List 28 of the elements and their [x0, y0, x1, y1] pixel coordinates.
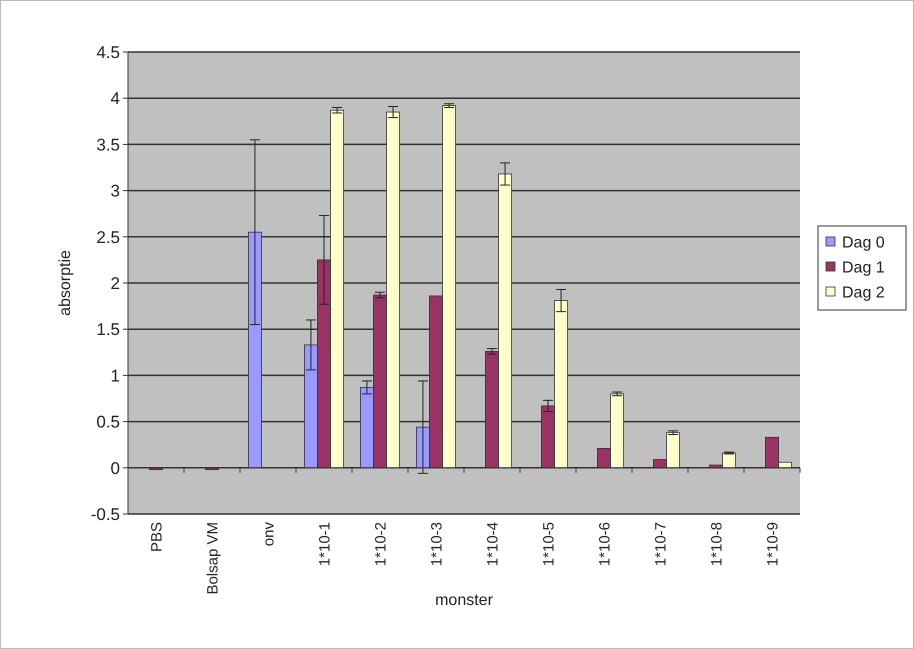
- y-tick-label: 1: [110, 366, 120, 386]
- y-tick-label: 2: [110, 274, 120, 293]
- y-tick-label: -0.5: [90, 504, 120, 524]
- y-tick-label: 2.5: [96, 228, 120, 247]
- x-tick-label: 1*10-8: [708, 522, 726, 566]
- y-tick-label: 3: [110, 182, 120, 201]
- x-tick-label: 1*10-5: [540, 522, 558, 566]
- y-tick-label: 4: [110, 89, 120, 108]
- y-axis-title: absorptie: [57, 250, 74, 316]
- y-tick-label: 0: [110, 458, 120, 478]
- x-tick-label: 1*10-6: [596, 522, 614, 566]
- y-tick-label: 0.5: [96, 412, 120, 432]
- x-tick-label: PBS: [148, 522, 166, 552]
- y-tick-label: 3.5: [96, 135, 120, 154]
- y-tick-label: 4.5: [96, 42, 120, 62]
- x-tick-label: Bolsap VM: [204, 522, 222, 595]
- x-tick-label: 1*10-7: [652, 522, 670, 566]
- y-tick-label: 1.5: [96, 320, 120, 340]
- legend-label: Dag 2: [842, 284, 885, 302]
- x-tick-label: 1*10-9: [764, 522, 782, 566]
- legend-label: Dag 0: [842, 234, 885, 252]
- x-tick-label: 1*10-1: [316, 522, 334, 566]
- legend-label: Dag 1: [842, 260, 885, 277]
- x-tick-label: 1*10-2: [372, 522, 390, 566]
- x-tick-label: onv: [260, 522, 278, 546]
- x-tick-label: 1*10-3: [428, 522, 446, 566]
- x-axis-title: monster: [435, 592, 494, 609]
- x-tick-label: 1*10-4: [484, 522, 502, 566]
